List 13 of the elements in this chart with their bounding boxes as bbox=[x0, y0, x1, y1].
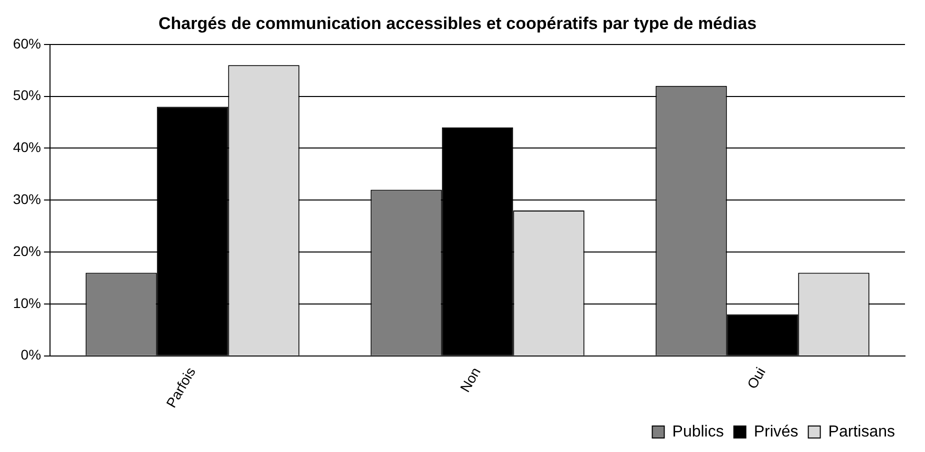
chart-title: Chargés de communication accessibles et coopératifs par type de médias bbox=[158, 14, 757, 33]
y-tick-label: 20% bbox=[12, 242, 42, 259]
legend-label: Privés bbox=[754, 423, 798, 440]
y-tick-label: 60% bbox=[12, 35, 42, 52]
y-tick-label: 30% bbox=[12, 190, 42, 207]
y-tick-label: 40% bbox=[12, 139, 42, 156]
legend-label: Publics bbox=[672, 423, 724, 440]
x-tick-label: Oui bbox=[744, 364, 768, 392]
y-tick-label: 10% bbox=[12, 294, 42, 311]
legend-label: Partisans bbox=[828, 423, 896, 440]
y-tick-label: 50% bbox=[12, 87, 42, 104]
x-tick-label: Non bbox=[456, 364, 484, 395]
y-tick-label: 0% bbox=[20, 346, 42, 363]
